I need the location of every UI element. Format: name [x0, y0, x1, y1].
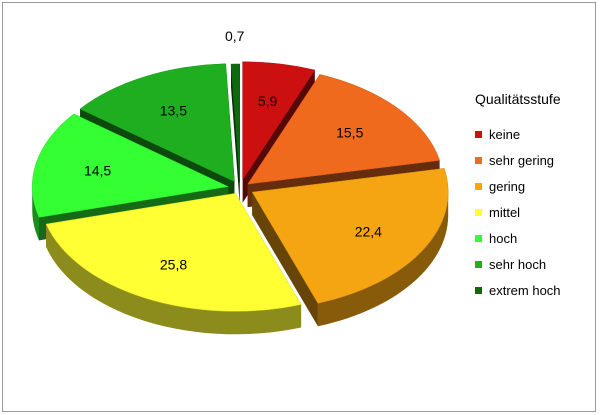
legend-item: sehr gering — [475, 147, 595, 173]
pie-value-label: 5,9 — [258, 93, 278, 109]
pie-slice-hoch — [32, 113, 230, 218]
legend-label: extrem hoch — [489, 282, 561, 298]
legend-label: keine — [489, 126, 521, 142]
legend-swatch — [475, 260, 482, 268]
legend-label: mittel — [489, 204, 521, 220]
pie-slice-keine — [242, 61, 316, 181]
legend-item: keine — [475, 121, 595, 147]
pie-slice-sehr-gering — [247, 74, 440, 185]
legend-label: gering — [489, 178, 526, 194]
chart-frame: 5,9 15,5 22,4 25,8 14,5 13,5 0,7 Qualitätsstuf… — [2, 2, 596, 412]
pie-chart: 5,9 15,5 22,4 25,8 14,5 13,5 0,7 — [32, 28, 449, 335]
legend-item: hoch — [475, 225, 595, 251]
pie-value-label: 14,5 — [84, 163, 111, 179]
legend-swatch — [475, 130, 482, 138]
legend-label: sehr hoch — [489, 256, 547, 272]
pie-value-label: 25,8 — [160, 256, 187, 272]
legend-swatch — [475, 286, 482, 294]
pie-slice-rim — [46, 224, 302, 335]
pie-value-label: 0,7 — [225, 28, 245, 44]
legend-swatch — [475, 208, 482, 216]
pie-slice-rim — [32, 186, 40, 241]
legend-label: sehr gering — [489, 152, 555, 168]
legend-label: hoch — [489, 230, 518, 246]
legend-item: mittel — [475, 199, 595, 225]
pie-slice-mittel — [45, 193, 302, 312]
pie-slice-rim — [317, 192, 449, 327]
pie-tops — [32, 61, 449, 312]
pie-slice-side — [231, 64, 240, 206]
pie-slice-extrem-hoch — [230, 63, 241, 183]
pie-slice-wall — [231, 64, 240, 206]
legend-swatch — [475, 156, 482, 164]
legend-title: Qualitätsstufe — [475, 91, 561, 107]
legend-item: gering — [475, 173, 595, 199]
pie-slice-sehr-hoch — [79, 63, 235, 183]
pie-slice-wall — [252, 192, 318, 327]
pie-slice-gering — [251, 168, 449, 304]
legend-item: extrem hoch — [475, 277, 595, 303]
legend-swatch — [475, 182, 482, 190]
pie-value-labels: 5,9 15,5 22,4 25,8 14,5 13,5 0,7 — [84, 28, 382, 272]
legend-swatch — [475, 234, 482, 242]
legend-items: keine sehr gering gering mittel hoch sehr hoc… — [475, 121, 595, 303]
legend: Qualitätsstufe keine sehr gering gering mit… — [475, 91, 595, 303]
pie-value-label: 15,5 — [336, 125, 363, 141]
legend-item: sehr hoch — [475, 251, 595, 277]
pie-value-label: 22,4 — [355, 223, 382, 239]
pie-value-label: 13,5 — [160, 102, 187, 118]
